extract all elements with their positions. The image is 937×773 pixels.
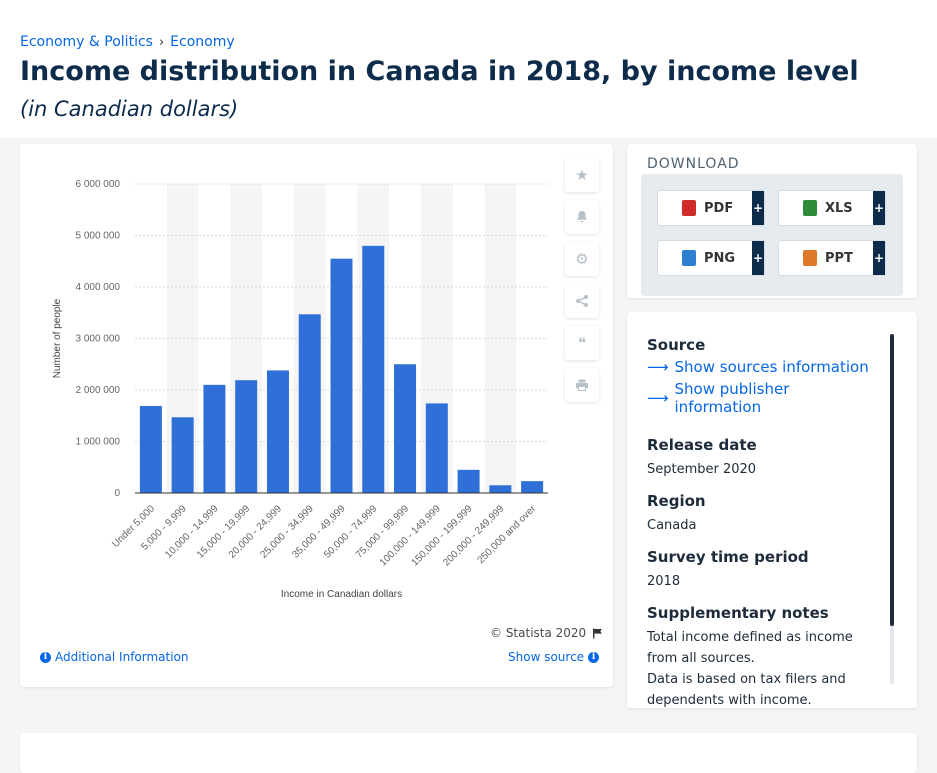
- gear-icon[interactable]: ⚙: [565, 242, 599, 276]
- download-png-button[interactable]: PNG +: [657, 240, 765, 276]
- y-tick-label: 3 000 000: [76, 334, 121, 345]
- show-sources-label: Show sources information: [674, 358, 869, 376]
- supplementary-notes-text-1: Total income defined as income from all …: [647, 630, 853, 666]
- plus-icon[interactable]: +: [873, 191, 885, 225]
- x-tick-label: 250,000 and over: [475, 503, 538, 566]
- next-section-card: [20, 733, 917, 773]
- show-publisher-label: Show publisher information: [674, 380, 790, 416]
- additional-information-label: Additional Information: [55, 650, 189, 664]
- ppt-file-icon: [803, 250, 817, 266]
- download-pdf-label: PDF: [704, 200, 734, 216]
- header-band: Economy & Politics › Economy Income dist…: [0, 0, 937, 138]
- download-card: DOWNLOAD PDF + XLS + PNG + PPT +: [627, 144, 917, 298]
- y-tick-label: 1 000 000: [76, 437, 121, 448]
- y-tick-label: 0: [114, 488, 120, 499]
- show-publisher-link[interactable]: ⟶ Show publisher information: [647, 380, 877, 416]
- bar-3: [203, 384, 226, 493]
- y-axis-title: Number of people: [52, 298, 63, 378]
- download-ppt-button[interactable]: PPT +: [778, 240, 886, 276]
- download-pdf-button[interactable]: PDF +: [657, 190, 765, 226]
- info-scrollbar-thumb[interactable]: [890, 334, 894, 626]
- copyright-text: © Statista 2020: [490, 626, 587, 640]
- source-heading: Source: [647, 336, 706, 354]
- chart-card: 0 1 000 000 2 000 000 3 000 000 4 000 000 5 0…: [20, 144, 613, 687]
- additional-information-link[interactable]: i Additional Information: [40, 650, 189, 664]
- bar-5: [266, 370, 289, 493]
- download-png-label: PNG: [704, 250, 736, 266]
- info-scrollbar[interactable]: [890, 334, 894, 684]
- print-icon[interactable]: [565, 368, 599, 402]
- breadcrumb-separator: ›: [158, 34, 165, 50]
- info-icon: i: [588, 651, 600, 663]
- download-ppt-label: PPT: [825, 250, 853, 266]
- star-icon[interactable]: ★: [565, 158, 599, 192]
- chart-actions: ★ ⚙ ❝: [565, 158, 599, 410]
- x-axis-title: Income in Canadian dollars: [281, 589, 402, 600]
- show-source-link[interactable]: Show source i: [508, 650, 600, 664]
- show-source-label: Show source: [508, 650, 585, 664]
- page-subtitle: (in Canadian dollars): [20, 97, 239, 121]
- region-value: Canada: [647, 518, 697, 533]
- flag-icon[interactable]: [592, 628, 603, 639]
- bar-6: [298, 314, 321, 493]
- download-panel: PDF + XLS + PNG + PPT +: [641, 174, 903, 296]
- bar-12: [489, 485, 512, 493]
- bar-chart: 0 1 000 000 2 000 000 3 000 000 4 000 000 5 0…: [52, 179, 548, 600]
- bell-icon[interactable]: [565, 200, 599, 234]
- plus-icon[interactable]: +: [752, 241, 764, 275]
- info-card: Source ⟶ Show sources information ⟶ Show…: [627, 312, 917, 708]
- bar-2: [171, 417, 194, 493]
- y-tick-label: 2 000 000: [76, 385, 121, 396]
- y-tick-label: 5 000 000: [76, 231, 121, 242]
- info-icon: i: [40, 651, 51, 663]
- download-title: DOWNLOAD: [647, 156, 740, 172]
- supplementary-notes-text-2: Data is based on tax filers and dependen…: [647, 672, 846, 708]
- download-xls-label: XLS: [825, 200, 853, 216]
- page-title: Income distribution in Canada in 2018, b…: [20, 56, 859, 87]
- arrow-right-icon: ⟶: [647, 358, 669, 376]
- y-tick-label: 4 000 000: [76, 282, 121, 293]
- breadcrumb: Economy & Politics › Economy: [20, 34, 235, 50]
- bar-10: [425, 403, 448, 493]
- breadcrumb-economy-politics[interactable]: Economy & Politics: [20, 34, 153, 50]
- survey-period-value: 2018: [647, 574, 681, 589]
- info-content: Source ⟶ Show sources information ⟶ Show…: [647, 336, 877, 711]
- copyright: © Statista 2020: [490, 626, 603, 640]
- bar-1: [139, 405, 162, 493]
- xls-file-icon: [803, 200, 817, 216]
- png-file-icon: [682, 250, 696, 266]
- region-heading: Region: [647, 492, 706, 510]
- download-xls-button[interactable]: XLS +: [778, 190, 886, 226]
- plus-icon[interactable]: +: [873, 241, 885, 275]
- arrow-right-icon: ⟶: [647, 389, 669, 407]
- survey-period-heading: Survey time period: [647, 548, 809, 566]
- bar-8: [362, 245, 385, 493]
- supplementary-notes-heading: Supplementary notes: [647, 604, 829, 622]
- bar-4: [235, 380, 258, 493]
- breadcrumb-economy[interactable]: Economy: [170, 34, 235, 50]
- bar-9: [394, 364, 417, 493]
- bar-7: [330, 258, 353, 493]
- y-tick-label: 6 000 000: [76, 179, 121, 190]
- show-sources-link[interactable]: ⟶ Show sources information: [647, 358, 877, 376]
- release-date-value: September 2020: [647, 462, 757, 477]
- pdf-file-icon: [682, 200, 696, 216]
- bar-13: [521, 481, 544, 493]
- release-date-heading: Release date: [647, 436, 757, 454]
- share-icon[interactable]: [565, 284, 599, 318]
- bar-11: [457, 469, 480, 493]
- quote-icon[interactable]: ❝: [565, 326, 599, 360]
- plus-icon[interactable]: +: [752, 191, 764, 225]
